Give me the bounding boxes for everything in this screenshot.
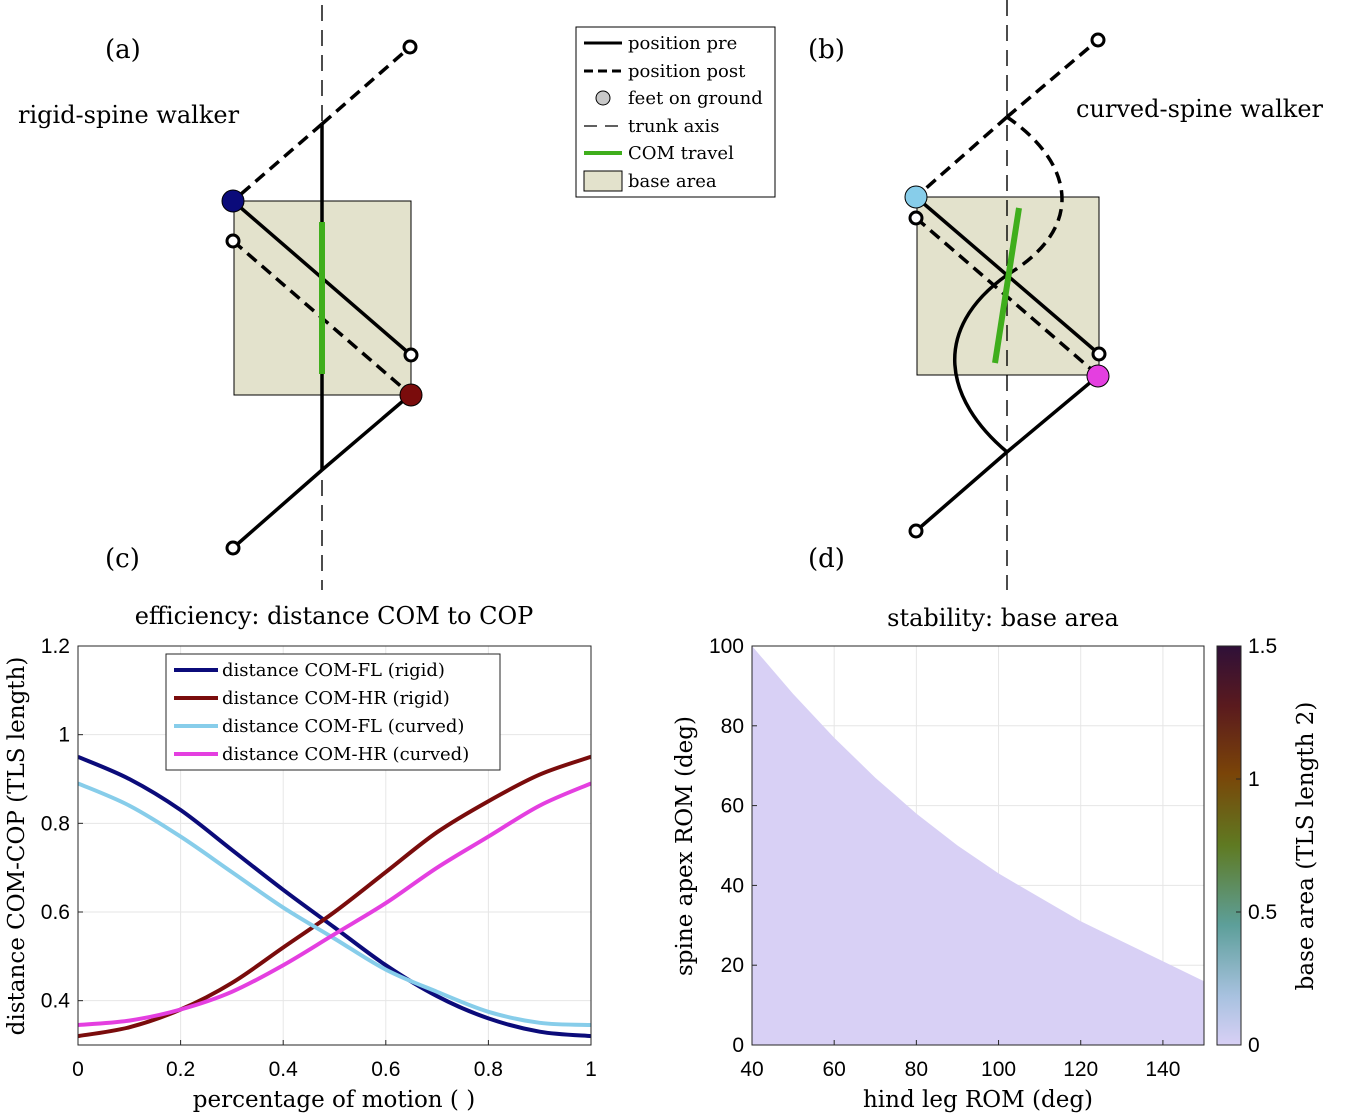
legend-label: distance COM-FL (curved): [222, 716, 464, 737]
legend-label: distance COM-HR (curved): [222, 744, 469, 765]
chart-c: (c) efficiency: distance COM to COP 0 0.2…: [4, 544, 597, 1113]
foot-marker-open: [908, 523, 924, 539]
panel-label-b: (b): [808, 35, 845, 65]
x-tick-label: 60: [823, 1058, 846, 1081]
y-tick-label: 100: [709, 635, 744, 658]
colorbar-label: base area (TLS length 2): [1293, 702, 1319, 991]
x-tick-label: 40: [740, 1058, 763, 1081]
walker-a-diagram: (a) rigid-spine walker: [18, 5, 423, 590]
spine-post-b: [1006, 115, 1064, 277]
y-tick-label: 80: [721, 715, 744, 738]
colorbar: [1216, 645, 1242, 1046]
y-tick-label: 1.2: [41, 635, 70, 658]
walker-b-diagram: (b) curved-spine walker: [808, 0, 1324, 590]
panel-label-d: (d): [808, 544, 845, 574]
y-tick-label: 40: [721, 874, 744, 897]
chart-c-legend: distance COM-FL (rigid) distance COM-HR …: [165, 653, 501, 771]
foot-on-ground-fl-a: [221, 189, 245, 213]
colorbar-tick-label: 0.5: [1248, 901, 1277, 924]
x-tick-label: 100: [981, 1058, 1016, 1081]
chart-c-y-ticks: 0.4 0.6 0.8 1 1.2: [41, 635, 83, 1013]
walker-b-title: curved-spine walker: [1076, 95, 1324, 123]
legend-swatch-marker: [595, 90, 611, 106]
chart-c-xlabel: percentage of motion ( ): [193, 1087, 475, 1113]
legend-label: base area: [628, 171, 717, 192]
foot-marker-open: [1091, 346, 1107, 362]
y-tick-label: 20: [721, 954, 744, 977]
x-tick-label: 0.4: [269, 1058, 299, 1081]
legend-label: feet on ground: [628, 88, 763, 109]
hind-left-leg-b: [914, 450, 1009, 533]
foot-on-ground-hr-b: [1086, 364, 1110, 388]
com-travel-b: [992, 207, 1022, 364]
chart-d-title: stability: base area: [887, 604, 1119, 632]
chart-c-x-ticks: 0 0.2 0.4 0.6 0.8 1: [72, 1040, 597, 1081]
panel-label-a: (a): [105, 35, 141, 65]
front-left-leg-post-a: [231, 122, 324, 203]
colorbar-tick-label: 1.5: [1248, 635, 1277, 658]
panel-label-c: (c): [105, 544, 140, 574]
front-right-leg-post-a: [320, 45, 412, 126]
y-tick-label: 0.8: [41, 812, 70, 835]
chart-d-xlabel: hind leg ROM (deg): [863, 1087, 1093, 1113]
y-tick-label: 0.4: [41, 990, 71, 1013]
legend-label: COM travel: [628, 143, 734, 164]
y-tick-label: 60: [721, 795, 744, 818]
spine-pre-b: [953, 273, 1009, 454]
series-line-rigid-fl: [78, 754, 591, 1039]
y-tick-label: 0.6: [41, 901, 70, 924]
chart-d-ylabel: spine apex ROM (deg): [672, 716, 698, 976]
colorbar-tick-label: 0: [1248, 1034, 1260, 1057]
x-tick-label: 1: [585, 1058, 597, 1081]
x-tick-label: 0.8: [474, 1058, 503, 1081]
chart-c-ylabel: distance COM-COP (TLS length): [4, 657, 30, 1036]
foot-on-ground-fl-b: [904, 185, 928, 209]
diagram-legend: position pre position post feet on groun…: [575, 26, 776, 198]
foot-marker-open: [403, 347, 419, 363]
front-left-leg-post-b: [914, 115, 1009, 199]
foot-marker-open: [402, 39, 418, 55]
chart-c-series: [78, 754, 591, 1039]
chart-d-axes-box: [751, 645, 1205, 1046]
foot-marker-open: [1090, 32, 1106, 48]
front-right-leg-post-b: [1005, 38, 1100, 119]
x-tick-label: 0.2: [166, 1058, 195, 1081]
x-tick-label: 0: [72, 1058, 84, 1081]
legend-label: position post: [628, 61, 746, 82]
foot-marker-open: [908, 210, 924, 226]
series-line-curved-hr: [78, 781, 591, 1027]
x-tick-label: 0.6: [371, 1058, 400, 1081]
foot-marker-open: [225, 540, 241, 556]
x-tick-label: 120: [1063, 1058, 1098, 1081]
walker-a-title: rigid-spine walker: [18, 101, 240, 129]
chart-d: (d) stability: base area 40 60 80 100 120 140…: [672, 544, 1319, 1113]
chart-c-title: efficiency: distance COM to COP: [135, 602, 534, 630]
series-line-rigid-hr: [78, 754, 591, 1039]
x-tick-label: 140: [1145, 1058, 1180, 1081]
colorbar-tick-label: 1: [1248, 768, 1260, 791]
hind-right-leg-b: [1005, 374, 1100, 454]
series-line-curved-fl: [78, 781, 591, 1027]
legend-label: distance COM-FL (rigid): [222, 660, 445, 681]
foot-marker-open: [225, 233, 241, 249]
x-tick-label: 80: [905, 1058, 928, 1081]
y-tick-label: 1: [58, 724, 70, 747]
legend-label: trunk axis: [628, 116, 720, 137]
chart-d-x-ticks: 40 60 80 100 120 140: [740, 1040, 1180, 1081]
y-tick-label: 0: [732, 1034, 744, 1057]
chart-c-axes-box: [77, 645, 592, 1046]
hind-right-leg-a: [320, 393, 412, 472]
legend-label: distance COM-HR (rigid): [222, 688, 450, 709]
heatmap-region: [752, 646, 1204, 1045]
legend-label: position pre: [628, 33, 737, 54]
chart-d-y-ticks: 0 20 40 60 80 100: [709, 635, 757, 1057]
legend-swatch-patch: [583, 170, 623, 192]
foot-on-ground-hr-a: [399, 383, 423, 407]
hind-left-leg-a: [231, 468, 324, 550]
colorbar-ticks: 0 0.5 1 1.5: [1236, 635, 1277, 1057]
